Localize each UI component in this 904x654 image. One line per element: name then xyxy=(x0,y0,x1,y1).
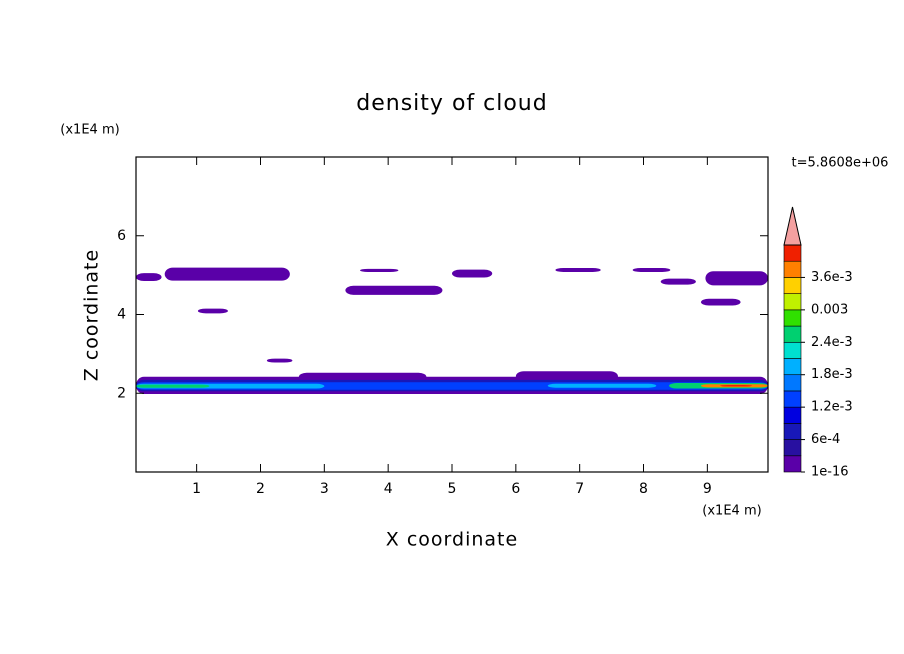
colorbar-band xyxy=(783,293,802,311)
contour-region xyxy=(705,271,768,286)
contour-region xyxy=(660,278,696,285)
contour-region xyxy=(164,267,290,281)
contour-region xyxy=(266,358,293,363)
y-tick-label: 6 xyxy=(117,228,126,244)
y-tick-label: 4 xyxy=(117,307,126,323)
contour-region xyxy=(136,273,162,282)
colorbar-label: 1e-16 xyxy=(811,465,849,480)
colorbar-band xyxy=(783,325,802,343)
plot-frame xyxy=(135,156,769,473)
colorbar-label: 0.003 xyxy=(811,302,848,317)
x-tick-label: 8 xyxy=(639,481,648,497)
colorbar-band xyxy=(783,374,802,392)
colorbar-band xyxy=(783,244,802,262)
chart-title: density of cloud xyxy=(356,91,547,116)
colorbar-label: 1.2e-3 xyxy=(811,400,853,415)
contour-region xyxy=(452,269,493,278)
contour-region xyxy=(515,371,618,382)
colorbar-label: 6e-4 xyxy=(811,432,840,447)
x-unit: (x1E4 m) xyxy=(702,504,761,519)
x-tick-label: 2 xyxy=(256,481,265,497)
contour-region xyxy=(345,285,443,295)
colorbar-band xyxy=(783,390,802,408)
colorbar-extend xyxy=(783,206,802,246)
contour-region xyxy=(360,268,399,272)
time-annotation: t=5.8608e+06 xyxy=(792,156,889,171)
contour-region xyxy=(298,372,427,382)
x-tick-label: 7 xyxy=(575,481,584,497)
x-axis-title: X coordinate xyxy=(386,529,518,551)
contour-region xyxy=(197,308,228,314)
colorbar-label: 3.6e-3 xyxy=(811,270,853,285)
x-tick-label: 6 xyxy=(511,481,520,497)
colorbar-band xyxy=(783,423,802,440)
y-axis-title: Z coordinate xyxy=(81,249,103,381)
colorbar-band xyxy=(783,406,802,424)
y-unit: (x1E4 m) xyxy=(60,123,119,138)
x-tick-label: 1 xyxy=(192,481,201,497)
contour-region xyxy=(720,384,753,387)
colorbar-band xyxy=(783,455,802,473)
x-tick-label: 3 xyxy=(320,481,329,497)
contour-region xyxy=(547,383,657,388)
colorbar-band xyxy=(783,309,802,327)
contour-region xyxy=(136,384,210,388)
colorbar-band xyxy=(783,341,802,359)
contour-field xyxy=(136,267,768,395)
x-tick-label: 5 xyxy=(448,481,457,497)
colorbar-band xyxy=(783,439,802,457)
x-tick-label: 9 xyxy=(703,481,712,497)
colorbar-band xyxy=(783,358,802,376)
x-tick-label: 4 xyxy=(384,481,393,497)
colorbar-label: 1.8e-3 xyxy=(811,367,853,382)
colorbar-label: 2.4e-3 xyxy=(811,335,853,350)
contour-region xyxy=(555,268,601,272)
y-tick-label: 2 xyxy=(117,385,126,401)
colorbar-band xyxy=(783,277,802,294)
contour-region xyxy=(632,268,671,272)
colorbar-band xyxy=(783,260,802,278)
contour-region xyxy=(700,298,741,306)
